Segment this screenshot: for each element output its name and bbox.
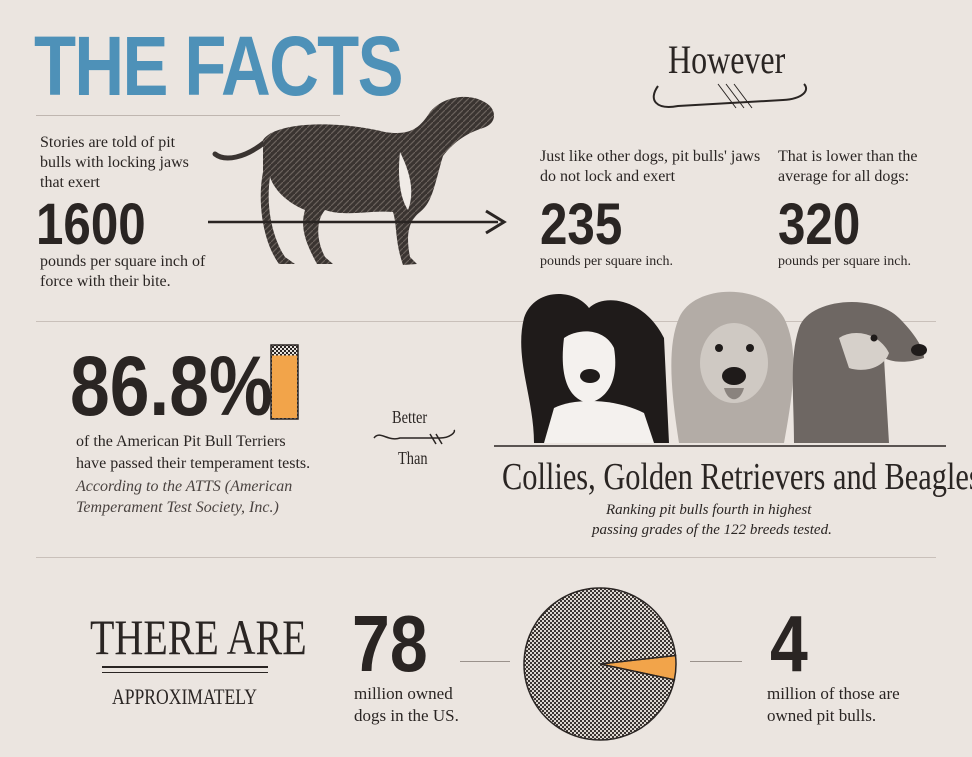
temperament-source1: According to the ATTS (American	[76, 478, 293, 495]
total-dogs-text1: million owned	[354, 684, 453, 703]
there-are-heading: THERE ARE	[90, 609, 307, 665]
pitbull-bite-number: 235	[540, 192, 623, 257]
claim-number: 1600	[36, 192, 146, 257]
than-label: Than	[398, 448, 428, 468]
temperament-source2: Temperament Test Society, Inc.)	[76, 499, 279, 516]
swash-ornament-icon	[652, 83, 808, 109]
ranking-line2: passing grades of the 122 breeds tested.	[592, 522, 832, 538]
claim-unit: pounds per square inch of force with the…	[40, 253, 206, 290]
swash-ornament-small-icon	[373, 429, 456, 445]
average-bite-number: 320	[778, 192, 861, 257]
connector-right	[690, 661, 742, 662]
claim-intro: Stories are told of pit bulls with locki…	[40, 134, 189, 191]
pitbull-bite-intro: Just like other dogs, pit bulls' jaws do…	[540, 148, 761, 185]
pitbull-count-text1: million of those are	[767, 684, 900, 703]
population-pie-chart	[523, 587, 677, 741]
there-are-rule-bottom	[102, 672, 268, 673]
there-are-rule-top	[102, 666, 268, 668]
temperament-line2: have passed their temperament tests.	[76, 455, 311, 472]
temperament-line1: of the American Pit Bull Terriers	[76, 433, 286, 450]
page-title: THE FACTS	[34, 19, 404, 113]
pitbull-illustration-icon	[212, 96, 495, 265]
average-bite-intro: That is lower than the average for all d…	[778, 148, 918, 185]
connector-left	[460, 661, 510, 662]
pie-slice-other-dogs	[523, 587, 677, 741]
section-divider-1	[36, 321, 936, 322]
total-dogs-text2: dogs in the US.	[354, 706, 459, 725]
arrow-icon	[208, 209, 507, 235]
approximately-label: APPROXIMATELY	[112, 684, 257, 709]
breeds-heading: Collies, Golden Retrievers and Beagles	[502, 456, 972, 498]
better-label: Better	[392, 407, 428, 427]
section-divider-2	[36, 557, 936, 558]
average-bite-unit: pounds per square inch.	[778, 254, 911, 269]
however-heading: However	[668, 37, 786, 82]
pitbull-count-text2: owned pit bulls.	[767, 706, 877, 725]
temperament-bar-icon	[270, 344, 299, 420]
dogs-photo-icon	[494, 291, 946, 447]
total-dogs-number: 78	[352, 599, 428, 688]
temperament-percent: 86.8%	[70, 339, 273, 433]
pitbull-count-number: 4	[770, 599, 808, 688]
pitbull-bite-unit: pounds per square inch.	[540, 254, 673, 269]
title-rule	[36, 115, 340, 116]
ranking-line1: Ranking pit bulls fourth in highest	[606, 502, 812, 518]
